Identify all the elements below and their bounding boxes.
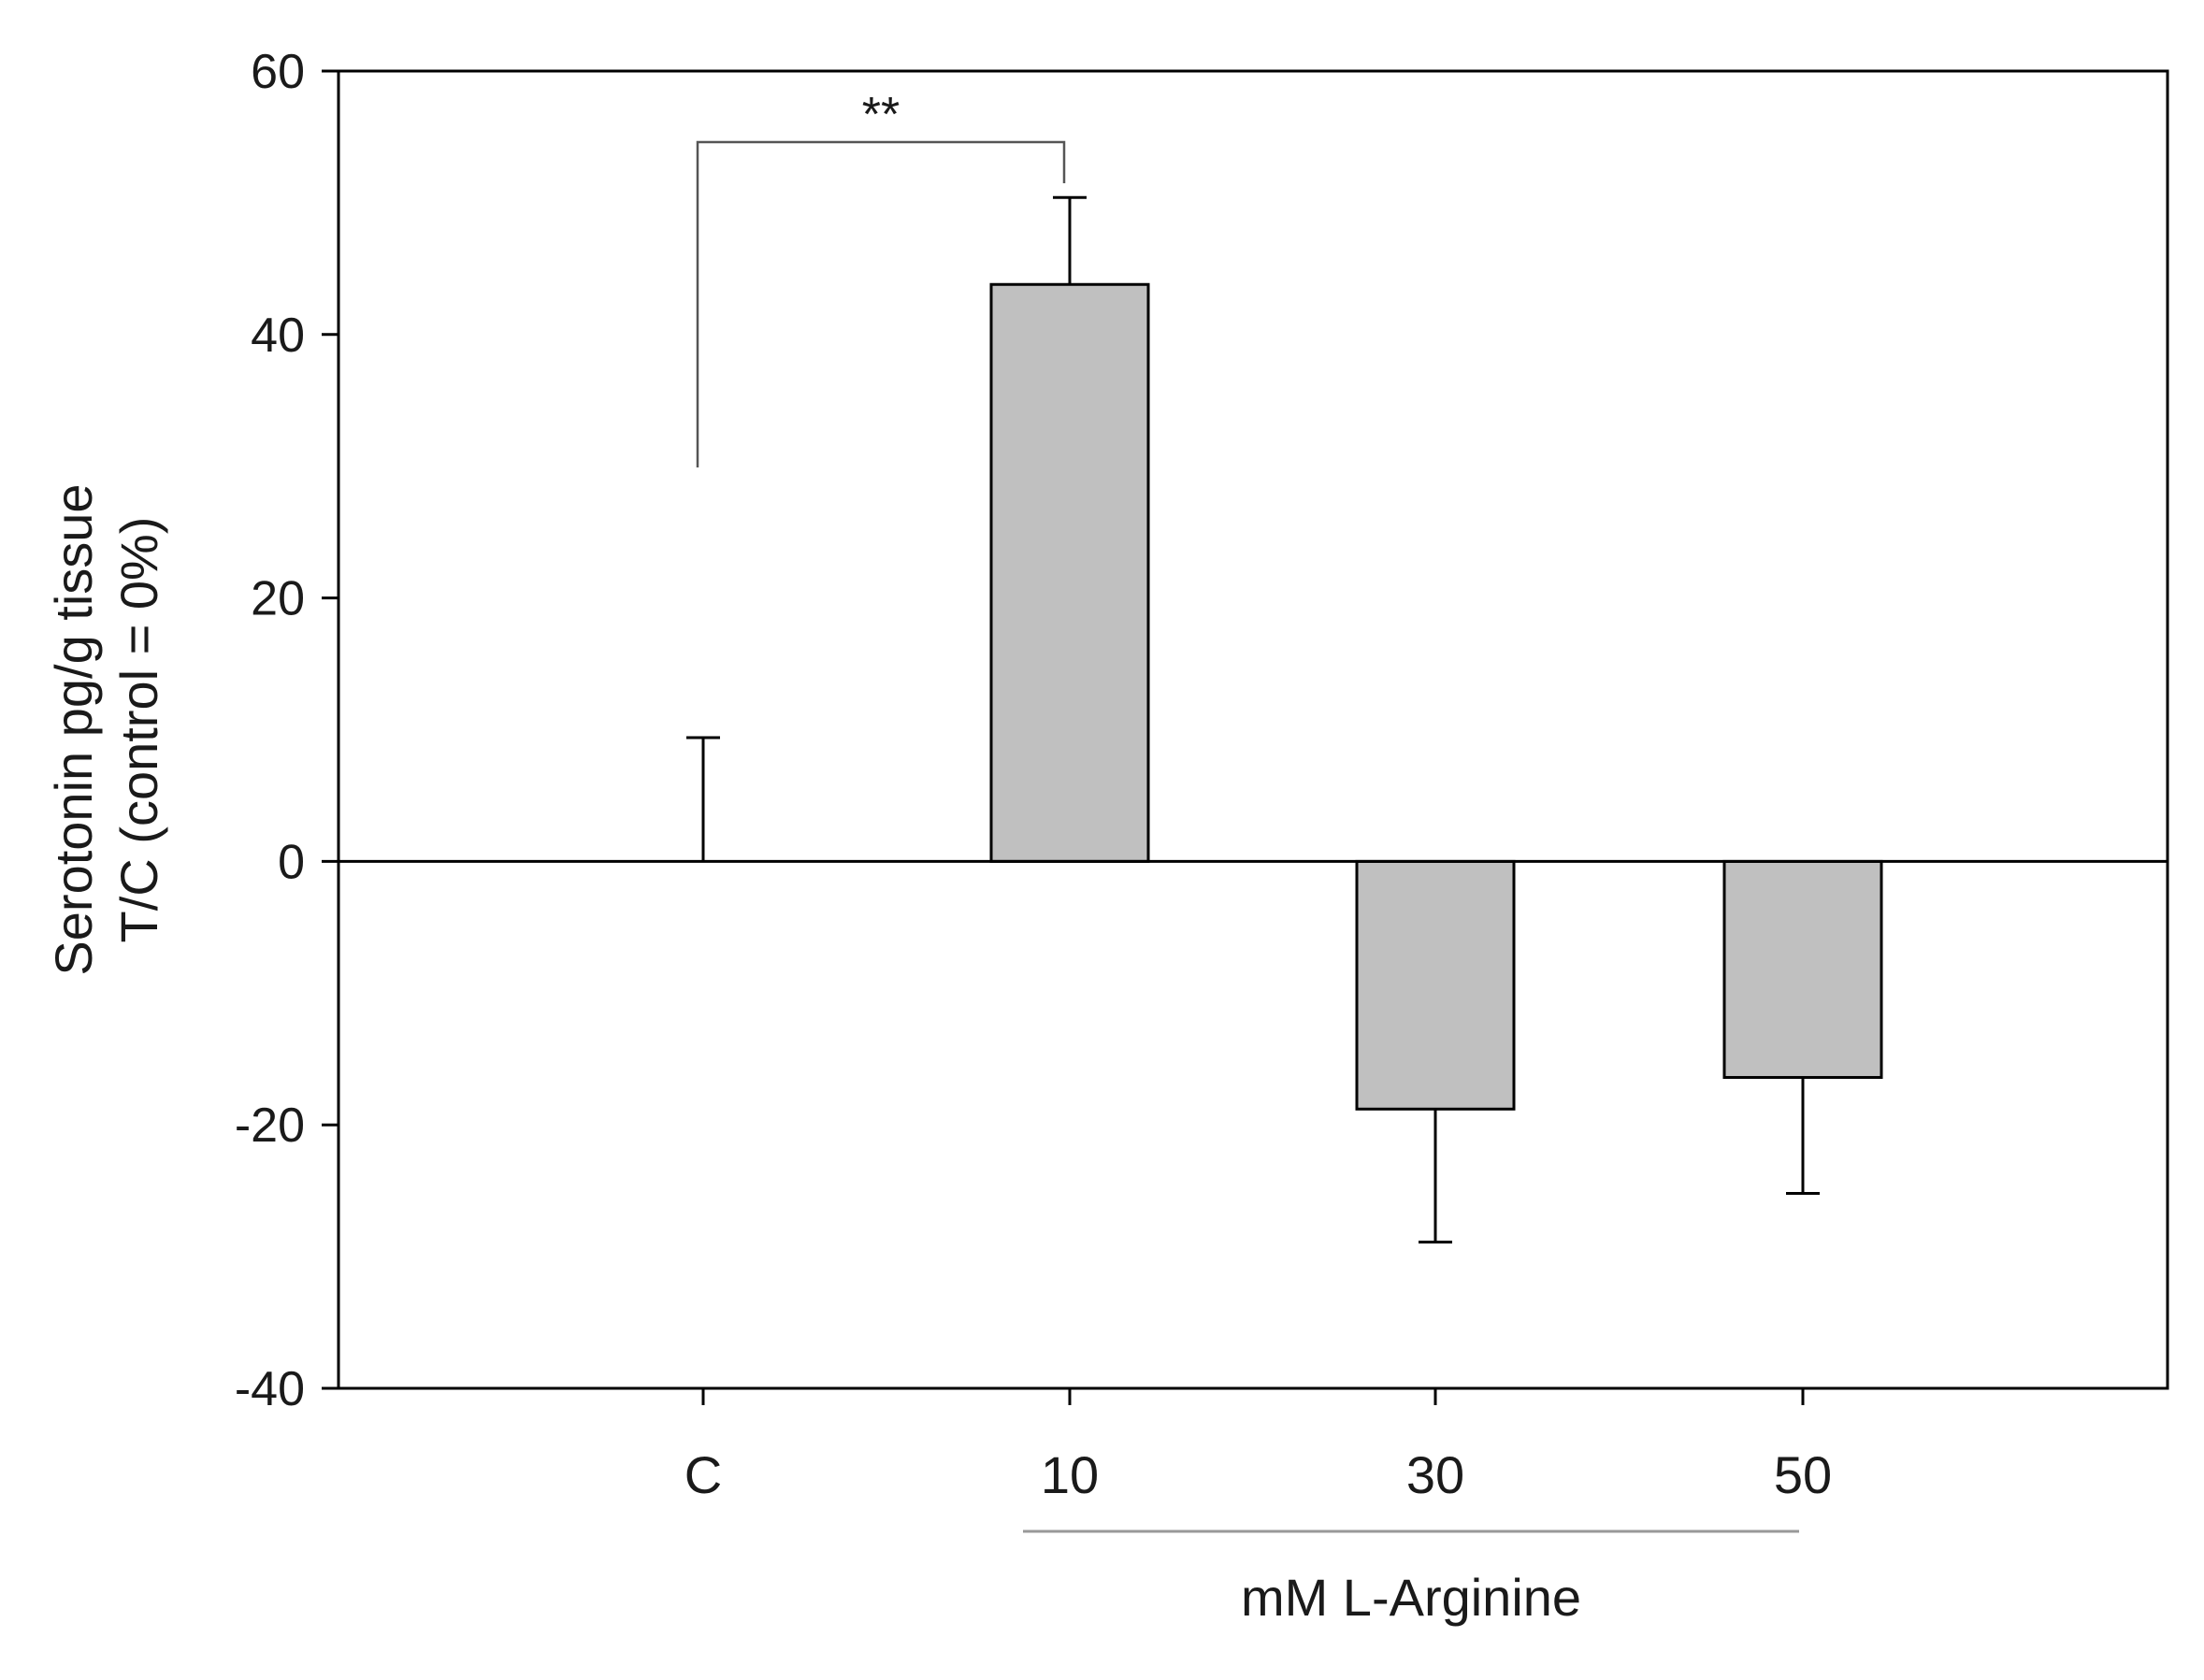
significance-line (696, 140, 1066, 467)
significance-bracket: ** (696, 88, 1066, 467)
x-tick-label: 30 (1406, 1445, 1464, 1504)
x-axis: C 10 30 50 (684, 1388, 1832, 1504)
y-axis-title-line-2: T/C (control = 0%) (109, 517, 168, 943)
error-bars-layer (686, 195, 1820, 1244)
group-label: mM L-Arginine (1241, 1568, 1581, 1627)
x-tick-label: 50 (1774, 1445, 1832, 1504)
y-tick-label: 0 (278, 835, 305, 889)
group-annotation: mM L-Arginine (1023, 1529, 1799, 1627)
y-tick-label: -40 (235, 1362, 305, 1416)
x-tick-label: 10 (1041, 1445, 1099, 1504)
plot-frame (337, 69, 2169, 1390)
y-tick-label: 40 (251, 309, 305, 363)
bar-30 (1355, 859, 1516, 1111)
x-tick-label: C (684, 1445, 722, 1504)
bars-layer (989, 282, 1883, 1111)
bar-10 (989, 282, 1150, 863)
y-axis-title-line-1: Serotonin pg/g tissue (44, 483, 103, 975)
y-tick-label: -20 (235, 1098, 305, 1153)
y-tick-label: 20 (251, 572, 305, 626)
y-tick-label: 60 (251, 45, 305, 99)
y-axis-title: Serotonin pg/g tissue T/C (control = 0%) (44, 483, 168, 975)
y-axis: -40 -20 0 20 40 60 (235, 45, 339, 1416)
bar-50 (1722, 859, 1883, 1079)
significance-label: ** (862, 88, 900, 142)
